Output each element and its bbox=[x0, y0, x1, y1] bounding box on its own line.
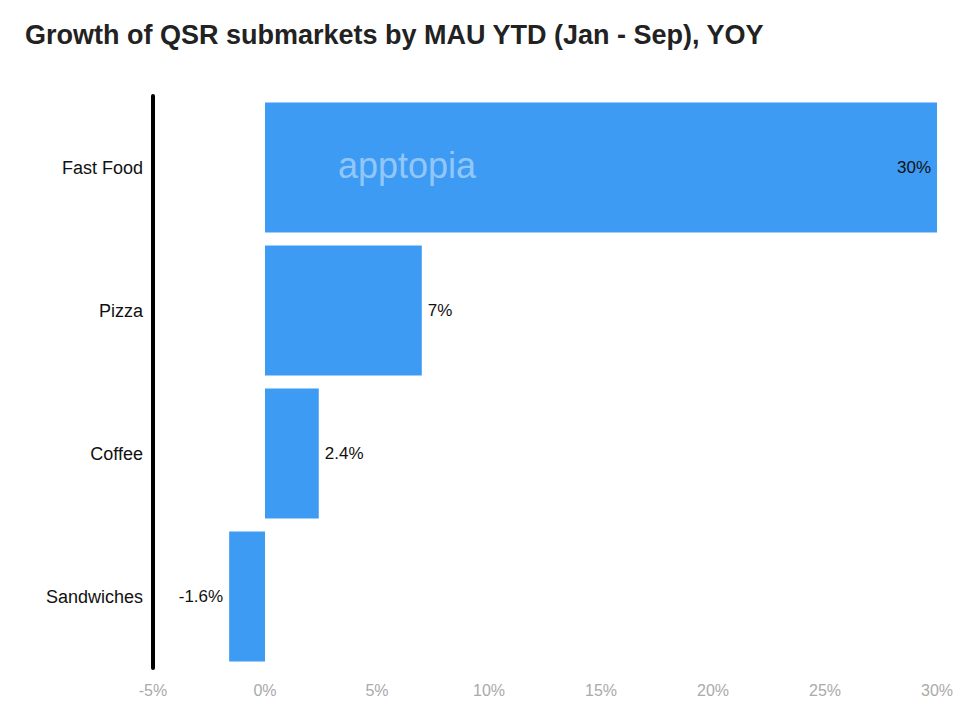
svg-text:25%: 25% bbox=[809, 682, 841, 699]
svg-text:Fast Food: Fast Food bbox=[62, 158, 143, 178]
svg-text:10%: 10% bbox=[473, 682, 505, 699]
svg-text:Sandwiches: Sandwiches bbox=[46, 587, 143, 607]
svg-text:Coffee: Coffee bbox=[90, 444, 143, 464]
svg-text:-5%: -5% bbox=[139, 682, 167, 699]
svg-text:Pizza: Pizza bbox=[99, 301, 144, 321]
svg-text:apptopia: apptopia bbox=[338, 145, 477, 186]
svg-text:20%: 20% bbox=[697, 682, 729, 699]
svg-text:-1.6%: -1.6% bbox=[179, 587, 223, 606]
svg-text:30%: 30% bbox=[921, 682, 953, 699]
svg-text:7%: 7% bbox=[428, 301, 453, 320]
svg-text:15%: 15% bbox=[585, 682, 617, 699]
svg-text:5%: 5% bbox=[365, 682, 388, 699]
svg-text:Growth of QSR submarkets by MA: Growth of QSR submarkets by MAU YTD (Jan… bbox=[25, 20, 764, 50]
svg-text:2.4%: 2.4% bbox=[325, 444, 364, 463]
svg-text:30%: 30% bbox=[897, 158, 931, 177]
svg-text:0%: 0% bbox=[253, 682, 276, 699]
